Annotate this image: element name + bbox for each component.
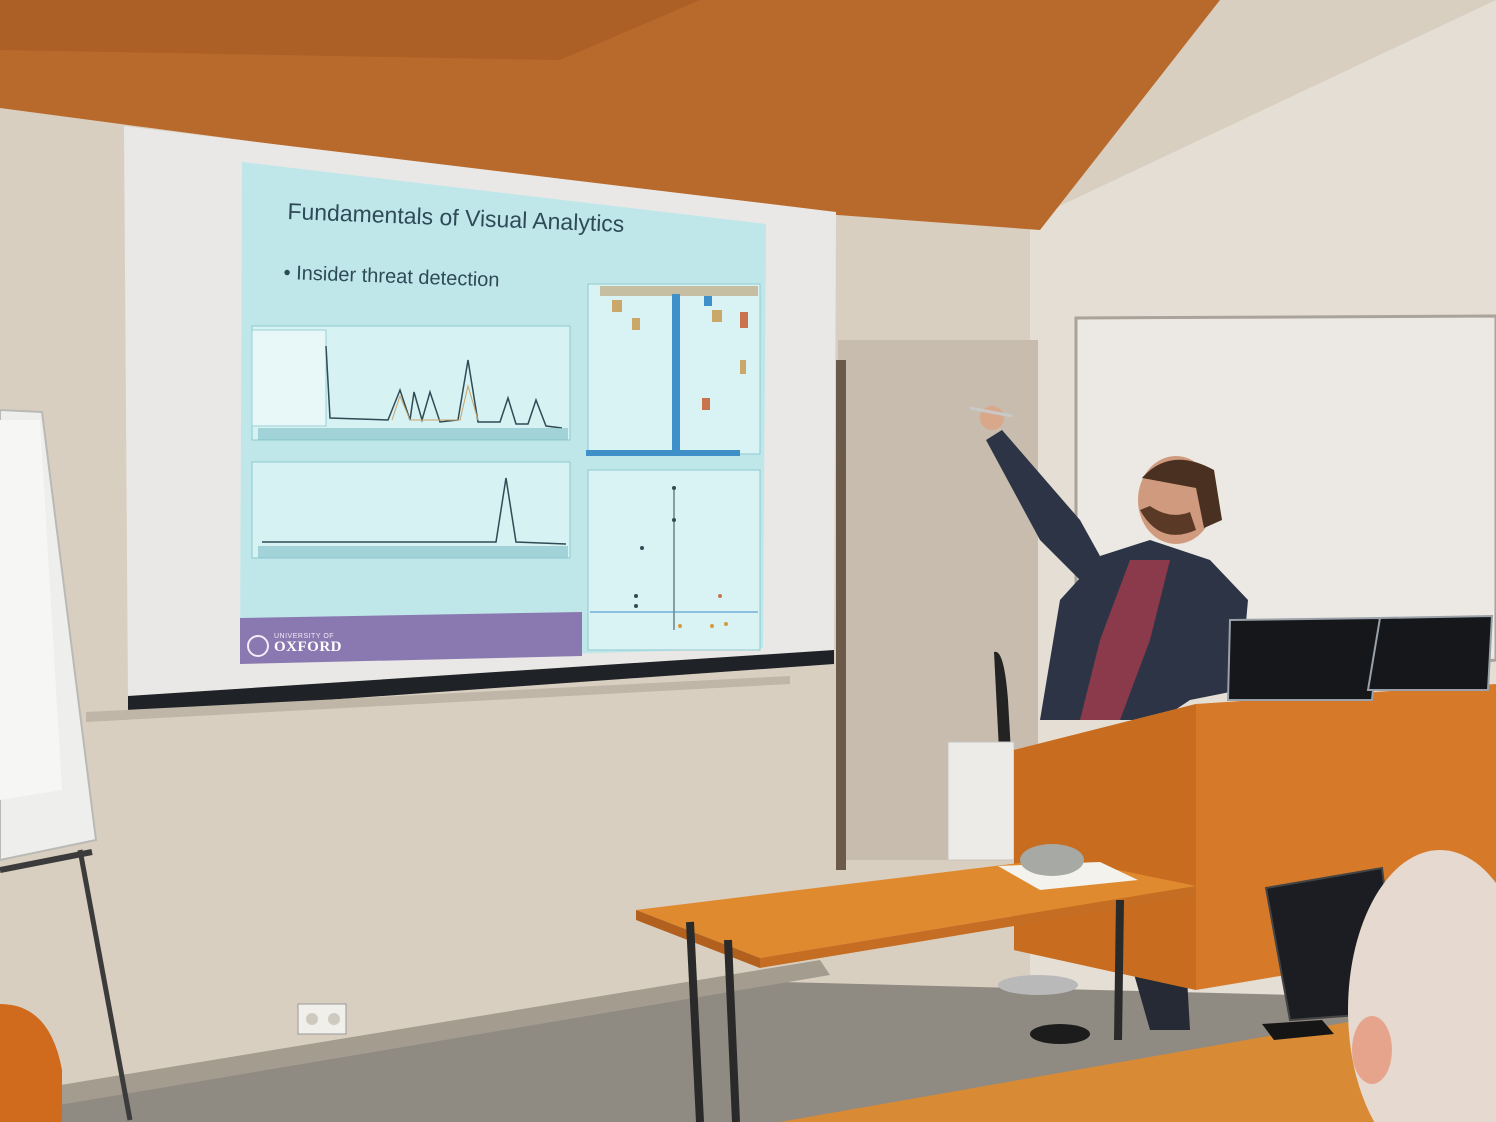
socket-hole-left [306, 1013, 318, 1025]
floor-baseboard [0, 960, 830, 1115]
flipchart-crossbar [0, 849, 93, 873]
table-front-edge [760, 886, 1196, 968]
chart-axis-labels-bottom [258, 546, 568, 558]
presenter-arm-raised [986, 430, 1100, 580]
bowl [1020, 844, 1084, 876]
scatter-point-2 [672, 518, 676, 522]
heatmap-cell-7 [740, 360, 746, 374]
scatter-point-9 [724, 622, 728, 626]
socket-hole-right [328, 1013, 340, 1025]
screen-rail [86, 676, 790, 722]
heatmap-cell-5 [740, 312, 748, 328]
wooden-ceiling [0, 0, 1220, 230]
door-frame [836, 360, 846, 870]
oxford-logo-line2: OXFORD [274, 639, 342, 655]
monitor-right [1366, 614, 1494, 691]
phone [1262, 1020, 1334, 1040]
heatmap-header-row [600, 286, 758, 296]
orange-chair-left [0, 1004, 62, 1122]
chart-list-column [251, 329, 327, 427]
flipchart-leg [77, 849, 133, 1121]
audience-ear [1352, 1016, 1392, 1084]
screen-bottom-bar [128, 650, 834, 714]
heatmap-cell-2 [632, 318, 640, 330]
heatmap-footer-bar [586, 450, 740, 456]
heatmap-cell-4 [712, 310, 722, 322]
scatter-point-7 [678, 624, 682, 628]
presenter-shirt [1080, 560, 1170, 720]
heatmap-cell-6 [702, 398, 710, 410]
radiator [947, 741, 1015, 861]
scatter-point-8 [710, 624, 714, 628]
presenter-beard [1140, 506, 1196, 535]
foreground-desk [780, 1020, 1496, 1122]
chair-base [998, 975, 1078, 995]
presenter-shoe [1030, 1024, 1090, 1044]
table-leg-right [1114, 899, 1124, 1041]
office-chair [994, 651, 1012, 770]
chart-axis-labels-top [258, 428, 568, 440]
monitor-left [1226, 616, 1382, 701]
scatter-point-1 [672, 486, 676, 490]
presenter-pen [969, 406, 1013, 418]
oxford-logo-line1: UNIVERSITY OF [274, 633, 335, 640]
scatter-point-3 [640, 546, 644, 550]
heatmap-cell-3 [704, 296, 712, 306]
heatmap-highlight-column [672, 294, 680, 450]
oxford-crest-icon [247, 635, 269, 657]
slide-line-chart-bottom [262, 477, 567, 545]
scatter-point-6 [718, 594, 722, 598]
slide-chart-panel-bottom [251, 461, 571, 559]
scatter-point-4 [634, 594, 638, 598]
table-leg-left [686, 921, 704, 1122]
heatmap-cell-1 [612, 300, 622, 312]
oxford-band [240, 612, 582, 664]
table-leg-mid [724, 939, 740, 1122]
presenter-hair [1142, 459, 1222, 528]
slide-line-chart-top-secondary [391, 384, 479, 421]
ceiling-shade [0, 0, 700, 60]
scatter-point-5 [634, 604, 638, 608]
flipchart-paper [0, 420, 62, 800]
